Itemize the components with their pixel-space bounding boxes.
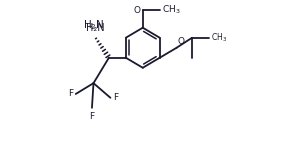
Text: $\mathregular{H_2N}$: $\mathregular{H_2N}$	[83, 18, 104, 32]
Text: O: O	[134, 6, 141, 14]
Text: F: F	[113, 93, 118, 102]
Text: O: O	[178, 37, 184, 46]
Text: F: F	[68, 89, 74, 98]
Text: $\mathregular{CH_3}$: $\mathregular{CH_3}$	[210, 31, 227, 44]
Text: $\mathregular{CH_3}$: $\mathregular{CH_3}$	[162, 4, 180, 16]
Text: H₂N: H₂N	[86, 23, 104, 33]
Text: F: F	[89, 112, 95, 121]
